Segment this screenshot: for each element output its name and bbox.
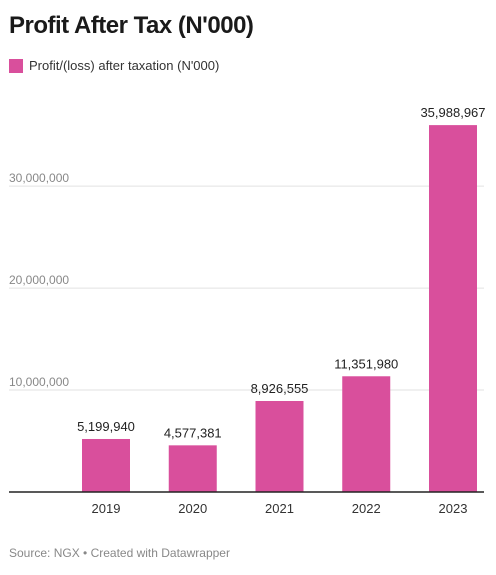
bar: [342, 376, 391, 492]
legend-swatch: [9, 58, 23, 73]
bar: [82, 438, 130, 492]
bar-value-label: 5,199,940: [77, 419, 135, 434]
bar: [429, 125, 477, 492]
x-tick-label: 2019: [92, 501, 121, 516]
x-axis-tick-labels: 2019 2020 2021 2022 2023: [92, 501, 468, 516]
legend: Profit/(loss) after taxation (N'000): [9, 58, 219, 73]
x-tick-label: 2021: [265, 501, 294, 516]
x-tick-label: 2023: [439, 501, 468, 516]
source-credit: Source: NGX • Created with Datawrapper: [9, 546, 230, 560]
y-tick-label: 20,000,000: [9, 273, 69, 287]
bar-value-label: 8,926,555: [251, 381, 309, 396]
gridlines: [9, 185, 484, 391]
bar-value-label: 4,577,381: [164, 425, 222, 440]
x-tick-label: 2022: [352, 501, 381, 516]
bar: [255, 400, 304, 492]
bar-value-label: 35,988,967: [420, 105, 485, 120]
bars: [82, 125, 477, 492]
y-axis-tick-labels: 10,000,000 20,000,000 30,000,000: [9, 171, 69, 389]
legend-label: Profit/(loss) after taxation (N'000): [29, 58, 220, 73]
bar: [168, 445, 217, 492]
bar-value-label: 11,351,980: [334, 356, 398, 371]
x-tick-label: 2020: [178, 501, 207, 516]
value-labels: 5,199,940 4,577,381 8,926,555 11,351,980 35,…: [77, 105, 485, 440]
y-tick-label: 30,000,000: [9, 171, 69, 185]
bar-chart: 5,199,940 4,577,381 8,926,555 11,351,980 35,…: [9, 105, 486, 516]
y-tick-label: 10,000,000: [9, 375, 69, 389]
chart-title: Profit After Tax (N'000): [9, 12, 254, 39]
